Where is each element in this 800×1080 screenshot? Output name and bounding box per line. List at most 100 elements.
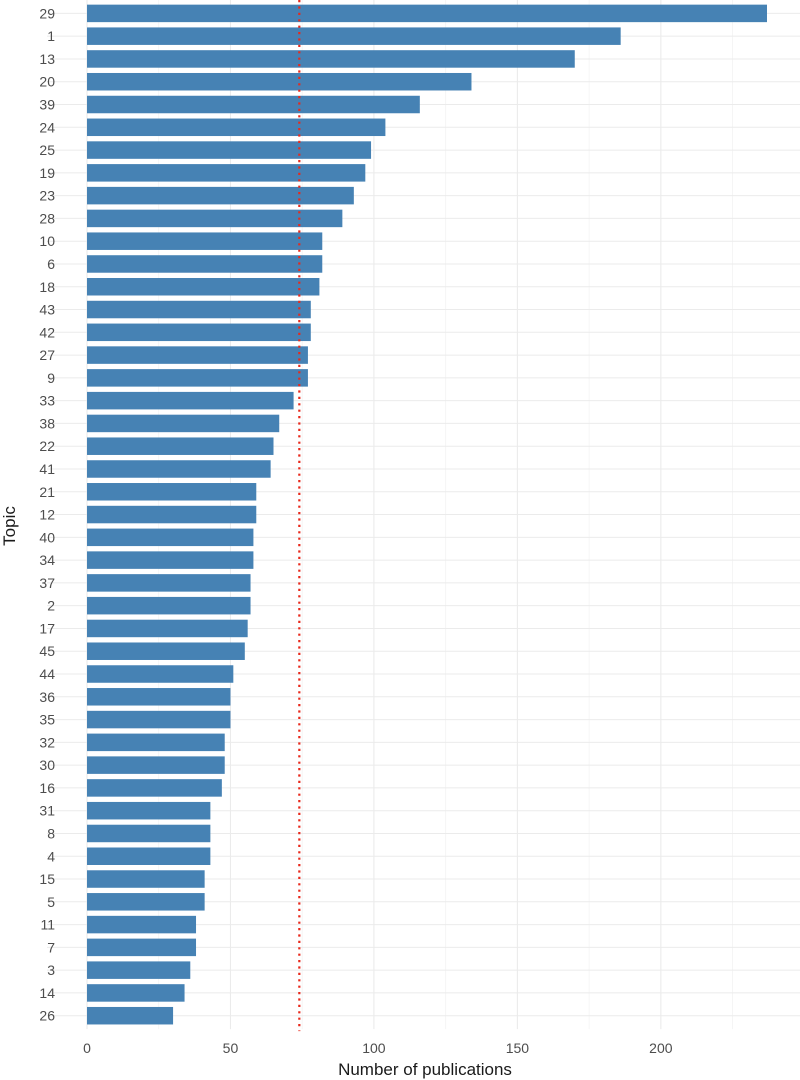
bar bbox=[87, 779, 222, 797]
bar bbox=[87, 141, 372, 159]
y-tick-label: 21 bbox=[39, 484, 55, 500]
bar bbox=[87, 984, 185, 1002]
y-tick-label: 15 bbox=[39, 871, 55, 887]
bar bbox=[87, 323, 311, 342]
y-tick-label: 42 bbox=[39, 324, 55, 340]
y-tick-label: 4 bbox=[47, 848, 55, 864]
x-tick-label: 50 bbox=[223, 1040, 239, 1056]
bar bbox=[87, 824, 211, 843]
y-tick-label: 16 bbox=[39, 780, 55, 796]
bar bbox=[87, 938, 197, 957]
y-tick-label: 26 bbox=[39, 1008, 55, 1024]
y-tick-label: 3 bbox=[47, 962, 55, 978]
x-tick-label: 150 bbox=[506, 1040, 530, 1056]
bar bbox=[87, 232, 323, 250]
bar bbox=[87, 209, 343, 228]
bar bbox=[87, 255, 323, 273]
y-tick-label: 8 bbox=[47, 825, 55, 841]
bar bbox=[87, 688, 231, 706]
bar bbox=[87, 619, 248, 638]
y-tick-label: 25 bbox=[39, 142, 55, 158]
bar bbox=[87, 847, 211, 865]
y-tick-label: 30 bbox=[39, 757, 55, 773]
x-axis-title: Number of publications bbox=[338, 1060, 512, 1079]
y-tick-label: 32 bbox=[39, 734, 55, 750]
y-tick-label: 14 bbox=[39, 985, 55, 1001]
x-tick-label: 0 bbox=[83, 1040, 91, 1056]
y-tick-label: 18 bbox=[39, 279, 55, 295]
bar bbox=[87, 50, 575, 68]
y-tick-label: 38 bbox=[39, 415, 55, 431]
bar bbox=[87, 391, 294, 410]
bar bbox=[87, 460, 271, 478]
bar bbox=[87, 893, 205, 911]
y-tick-label: 27 bbox=[39, 347, 55, 363]
y-tick-label: 45 bbox=[39, 643, 55, 659]
bar bbox=[87, 346, 308, 364]
bar bbox=[87, 642, 245, 660]
bar bbox=[87, 118, 386, 137]
bar bbox=[87, 551, 254, 569]
y-tick-label: 22 bbox=[39, 438, 55, 454]
bar bbox=[87, 300, 311, 319]
x-tick-label: 200 bbox=[649, 1040, 673, 1056]
bar bbox=[87, 278, 320, 296]
y-tick-label: 2 bbox=[47, 598, 55, 614]
y-tick-label: 7 bbox=[47, 939, 55, 955]
y-tick-label: 41 bbox=[39, 461, 55, 477]
bar bbox=[87, 915, 197, 934]
bar bbox=[87, 95, 420, 114]
y-tick-label: 31 bbox=[39, 803, 55, 819]
bar bbox=[87, 574, 251, 592]
y-tick-label: 34 bbox=[39, 552, 55, 568]
y-tick-label: 10 bbox=[39, 233, 55, 249]
y-tick-label: 23 bbox=[39, 188, 55, 204]
y-axis-title: Topic bbox=[0, 506, 19, 546]
y-tick-label: 37 bbox=[39, 575, 55, 591]
y-tick-label: 12 bbox=[39, 507, 55, 523]
bar bbox=[87, 756, 225, 774]
y-tick-label: 35 bbox=[39, 712, 55, 728]
bar bbox=[87, 665, 234, 683]
y-tick-label: 19 bbox=[39, 165, 55, 181]
bar bbox=[87, 72, 472, 91]
bar bbox=[87, 961, 191, 979]
bar bbox=[87, 801, 211, 820]
y-tick-label: 13 bbox=[39, 51, 55, 67]
bar bbox=[87, 528, 254, 547]
bar bbox=[87, 437, 274, 455]
bar bbox=[87, 369, 308, 387]
bar bbox=[87, 710, 231, 729]
bar bbox=[87, 414, 280, 433]
y-tick-label: 24 bbox=[39, 119, 55, 135]
x-tick-labels: 0 50 100 150 200 bbox=[83, 1040, 673, 1056]
y-tick-label: 1 bbox=[47, 28, 55, 44]
y-tick-label: 29 bbox=[39, 5, 55, 21]
y-tick-label: 43 bbox=[39, 302, 55, 318]
y-tick-label: 5 bbox=[47, 894, 55, 910]
bar bbox=[87, 4, 767, 23]
bar bbox=[87, 164, 366, 182]
bars-layer bbox=[87, 4, 767, 1025]
y-tick-label: 6 bbox=[47, 256, 55, 272]
bar bbox=[87, 596, 251, 615]
y-tick-labels: 2911320392425192328106184342279333822412… bbox=[39, 5, 55, 1023]
y-tick-label: 39 bbox=[39, 97, 55, 113]
bar bbox=[87, 483, 257, 501]
y-tick-label: 28 bbox=[39, 210, 55, 226]
bar bbox=[87, 505, 257, 524]
y-tick-label: 36 bbox=[39, 689, 55, 705]
y-tick-label: 20 bbox=[39, 74, 55, 90]
y-tick-label: 33 bbox=[39, 393, 55, 409]
bar bbox=[87, 870, 205, 888]
y-tick-label: 40 bbox=[39, 529, 55, 545]
bar bbox=[87, 1006, 174, 1025]
y-tick-label: 44 bbox=[39, 666, 55, 682]
bar bbox=[87, 733, 225, 752]
y-tick-label: 9 bbox=[47, 370, 55, 386]
bar bbox=[87, 27, 621, 45]
bar bbox=[87, 186, 354, 205]
x-tick-label: 100 bbox=[362, 1040, 386, 1056]
y-tick-label: 11 bbox=[40, 917, 55, 933]
